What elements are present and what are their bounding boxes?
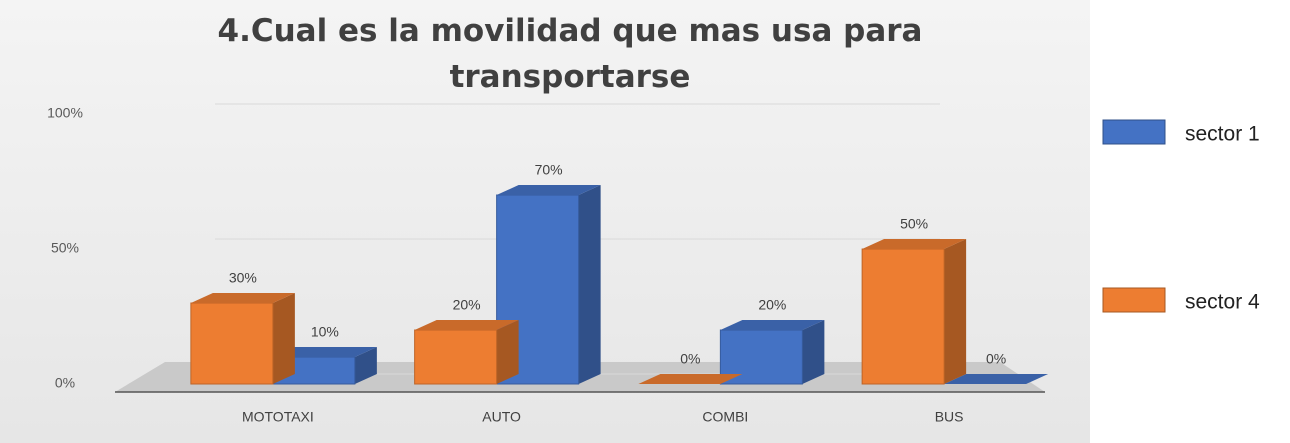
legend-label: sector 4	[1185, 291, 1260, 314]
data-label: 50%	[900, 216, 928, 232]
y-tick-label: 100%	[47, 105, 83, 121]
x-tick-label: AUTO	[482, 409, 521, 425]
bar-top	[720, 320, 825, 330]
bar	[719, 329, 803, 385]
bar-top	[638, 374, 743, 384]
data-label: 10%	[311, 324, 339, 340]
legend-swatch	[1102, 119, 1166, 145]
legend-label: sector 1	[1185, 123, 1260, 146]
data-label: 30%	[229, 270, 257, 286]
data-label: 0%	[986, 351, 1006, 367]
x-tick-label: MOTOTAXI	[242, 409, 314, 425]
bar-top	[862, 239, 967, 249]
bar-side	[272, 293, 295, 384]
bar-side	[354, 347, 377, 384]
bar-side	[496, 320, 519, 384]
bar	[190, 302, 274, 385]
bar	[861, 248, 945, 385]
bar-side	[944, 239, 967, 384]
data-label: 20%	[758, 297, 786, 313]
bar-side	[802, 320, 825, 384]
bar-top	[944, 374, 1049, 384]
data-label: 0%	[680, 351, 700, 367]
x-tick-label: BUS	[935, 409, 964, 425]
bar-top	[414, 320, 519, 330]
y-tick-label: 0%	[55, 375, 75, 391]
bar-top	[496, 185, 601, 195]
bar-top	[272, 347, 377, 357]
data-label: 70%	[535, 162, 563, 178]
y-tick-label: 50%	[51, 240, 79, 256]
bar-top	[190, 293, 295, 303]
bar	[414, 329, 498, 385]
data-label: 20%	[453, 297, 481, 313]
chart-title: 4.Cual es la movilidad que mas usa para …	[217, 13, 923, 95]
bar-side	[578, 185, 601, 384]
legend-swatch	[1102, 287, 1166, 313]
x-tick-label: COMBI	[702, 409, 748, 425]
